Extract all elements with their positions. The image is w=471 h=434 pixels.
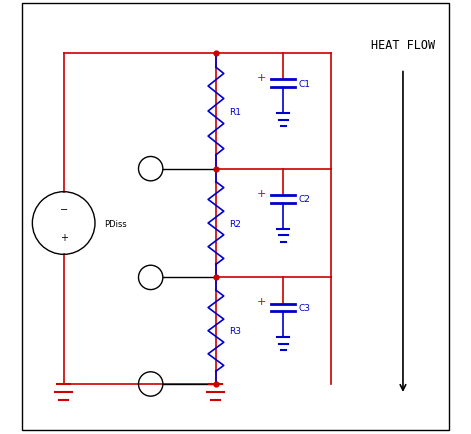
Text: −: − — [60, 204, 68, 214]
Text: +: + — [60, 233, 68, 243]
Text: PDiss: PDiss — [104, 219, 126, 228]
Text: +: + — [257, 188, 267, 198]
Text: C3: C3 — [299, 303, 311, 312]
Text: HEAT FLOW: HEAT FLOW — [371, 39, 435, 52]
Text: C1: C1 — [299, 80, 311, 89]
Text: R2: R2 — [229, 219, 241, 228]
Text: +: + — [257, 73, 267, 83]
Text: +: + — [257, 297, 267, 306]
Text: C2: C2 — [299, 195, 311, 204]
FancyBboxPatch shape — [22, 4, 449, 430]
Text: R1: R1 — [229, 107, 241, 116]
Text: R3: R3 — [229, 326, 241, 335]
